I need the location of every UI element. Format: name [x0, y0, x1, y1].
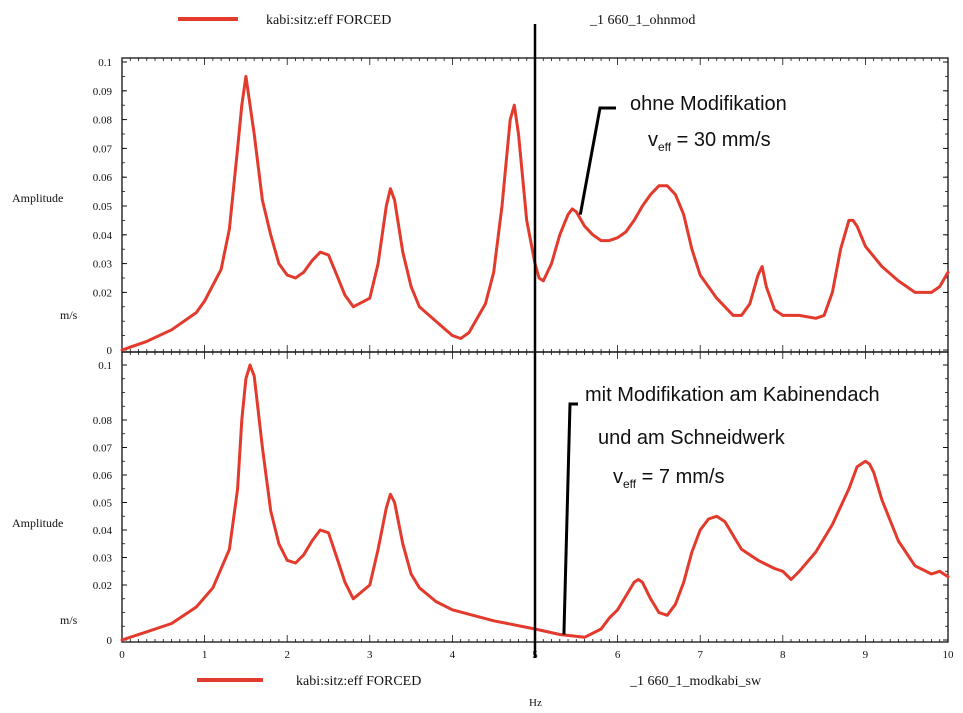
annotation-line1: mit Modifikation am Kabinendach	[585, 384, 880, 406]
top-yunit: m/s	[60, 308, 78, 322]
annotation-pointer	[562, 402, 578, 635]
legend-case: _1 660_1_ohnmod	[589, 13, 695, 28]
series-line	[120, 363, 950, 642]
y-tick-label: 0.02	[93, 580, 112, 592]
y-tick-label: 0.09	[93, 86, 113, 98]
xlabel: Hz	[529, 697, 542, 709]
y-tick-label: 0.03	[93, 259, 113, 271]
y-tick-label: 0.1	[98, 57, 112, 69]
y-tick-label: 0	[107, 635, 113, 647]
legend-bottom: kabi:sitz:eff FORCED _1 660_1_modkabi_sw	[197, 674, 762, 689]
x-tick-label: 7	[697, 649, 703, 661]
y-tick-label: 0.05	[93, 498, 113, 510]
annotation-pointer	[578, 106, 616, 215]
x-tick-label: 1	[202, 649, 208, 661]
legend-top: kabi:sitz:eff FORCED _1 660_1_ohnmod	[178, 13, 695, 28]
x-tick-label: 6	[615, 649, 621, 661]
y-tick-label: 0.03	[93, 553, 113, 565]
annotation-veff: veff = 7 mm/s	[613, 466, 724, 491]
y-tick-label: 0.04	[93, 525, 113, 537]
x-tick-label: 0	[119, 649, 125, 661]
y-tick-label: 0.07	[93, 143, 113, 155]
legend-label: kabi:sitz:eff FORCED	[266, 13, 391, 28]
y-tick-label: 0	[107, 345, 113, 357]
x-tick-label: 10	[943, 649, 955, 661]
y-tick-label: 0.05	[93, 201, 113, 213]
x-tick-label: 3	[367, 649, 373, 661]
x-tick-label: 8	[780, 649, 786, 661]
bottom-yunit: m/s	[60, 613, 78, 627]
annotation-line1: ohne Modifikation	[630, 93, 787, 115]
top-ylabel: Amplitude	[12, 191, 63, 205]
y-tick-label: 0.1	[98, 360, 112, 372]
veff-subscript: eff	[623, 477, 637, 491]
y-tick-label: 0.04	[93, 230, 113, 242]
y-tick-label: 0.08	[93, 415, 113, 427]
veff-value: = 30 mm/s	[671, 129, 770, 151]
x-tick-label: 2	[284, 649, 290, 661]
bottom-ylabel: Amplitude	[12, 516, 63, 530]
legend-label: kabi:sitz:eff FORCED	[296, 674, 421, 689]
y-tick-label: 0.06	[93, 172, 113, 184]
x-tick-label: 4	[450, 649, 456, 661]
y-tick-label: 0.07	[93, 443, 113, 455]
legend-case: _1 660_1_modkabi_sw	[629, 674, 762, 689]
veff-symbol: v	[648, 129, 658, 151]
top-annotation: ohne Modifikation veff = 30 mm/s	[630, 93, 787, 154]
y-tick-label: 0.08	[93, 115, 113, 127]
bottom-annotation: mit Modifikation am Kabinendach und am S…	[585, 384, 880, 491]
veff-subscript: eff	[658, 140, 672, 154]
y-tick-label: 0.02	[93, 287, 112, 299]
annotation-veff: veff = 30 mm/s	[648, 129, 771, 154]
veff-symbol: v	[613, 466, 623, 488]
veff-value: = 7 mm/s	[636, 466, 724, 488]
annotation-line2: und am Schneidwerk	[598, 427, 786, 449]
y-tick-label: 0.06	[93, 470, 113, 482]
x-tick-label: 9	[863, 649, 869, 661]
series-line	[120, 74, 950, 352]
